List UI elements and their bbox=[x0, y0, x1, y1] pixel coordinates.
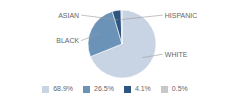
html-text:0.5%: 0.5% bbox=[171, 85, 188, 92]
html-text:26.5%: 26.5% bbox=[94, 85, 114, 92]
svg-text:ASIAN: ASIAN bbox=[58, 12, 79, 19]
html-text:68.9%: 68.9% bbox=[53, 85, 73, 92]
svg-text:HISPANIC: HISPANIC bbox=[165, 12, 198, 19]
html-text:4.1%: 4.1% bbox=[134, 85, 151, 92]
svg-text:BLACK: BLACK bbox=[56, 37, 79, 44]
svg-text:WHITE: WHITE bbox=[165, 51, 188, 58]
